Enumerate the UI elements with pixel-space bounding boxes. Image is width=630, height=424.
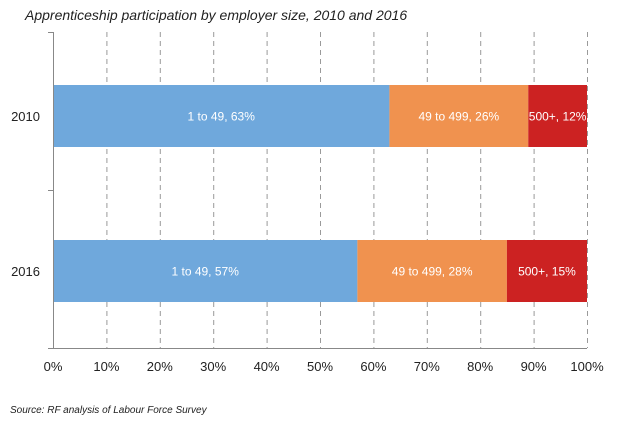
- data-label: 49 to 499, 26%: [418, 110, 499, 124]
- bar-segment: [53, 240, 358, 302]
- category-label: 2010: [11, 109, 40, 124]
- bar-segment: [389, 85, 529, 147]
- bar-segment: [357, 240, 507, 302]
- labels: 1 to 49, 63% 49 to 499, 26% 500+, 12% 2010 1…: [11, 109, 604, 374]
- x-tick-label: 10%: [93, 359, 119, 374]
- bar-segment: [506, 240, 587, 302]
- x-tick-label: 100%: [570, 359, 604, 374]
- data-label: 500+, 15%: [518, 265, 576, 279]
- data-label: 1 to 49, 63%: [188, 110, 256, 124]
- source-note: Source: RF analysis of Labour Force Surv…: [10, 405, 207, 416]
- x-tick-label: 70%: [414, 359, 440, 374]
- chart-title: Apprenticeship participation by employer…: [25, 7, 408, 23]
- stacked-bar-chart: 1 to 49, 63% 49 to 499, 26% 500+, 12% 2010 1…: [11, 32, 604, 374]
- x-tick-label: 0%: [44, 359, 63, 374]
- x-tick-label: 80%: [467, 359, 493, 374]
- bar-segment: [53, 85, 390, 147]
- category-label: 2016: [11, 264, 40, 279]
- x-tick-label: 60%: [360, 359, 386, 374]
- bar-segment: [528, 85, 587, 147]
- x-tick-label: 50%: [307, 359, 333, 374]
- x-tick-label: 40%: [254, 359, 280, 374]
- data-label: 49 to 499, 28%: [392, 265, 473, 279]
- x-tick-label: 20%: [147, 359, 173, 374]
- bars: [53, 85, 587, 302]
- data-label: 500+, 12%: [529, 110, 587, 124]
- axes: [48, 32, 587, 349]
- x-tick-label: 30%: [200, 359, 226, 374]
- data-label: 1 to 49, 57%: [171, 265, 239, 279]
- x-tick-label: 90%: [521, 359, 547, 374]
